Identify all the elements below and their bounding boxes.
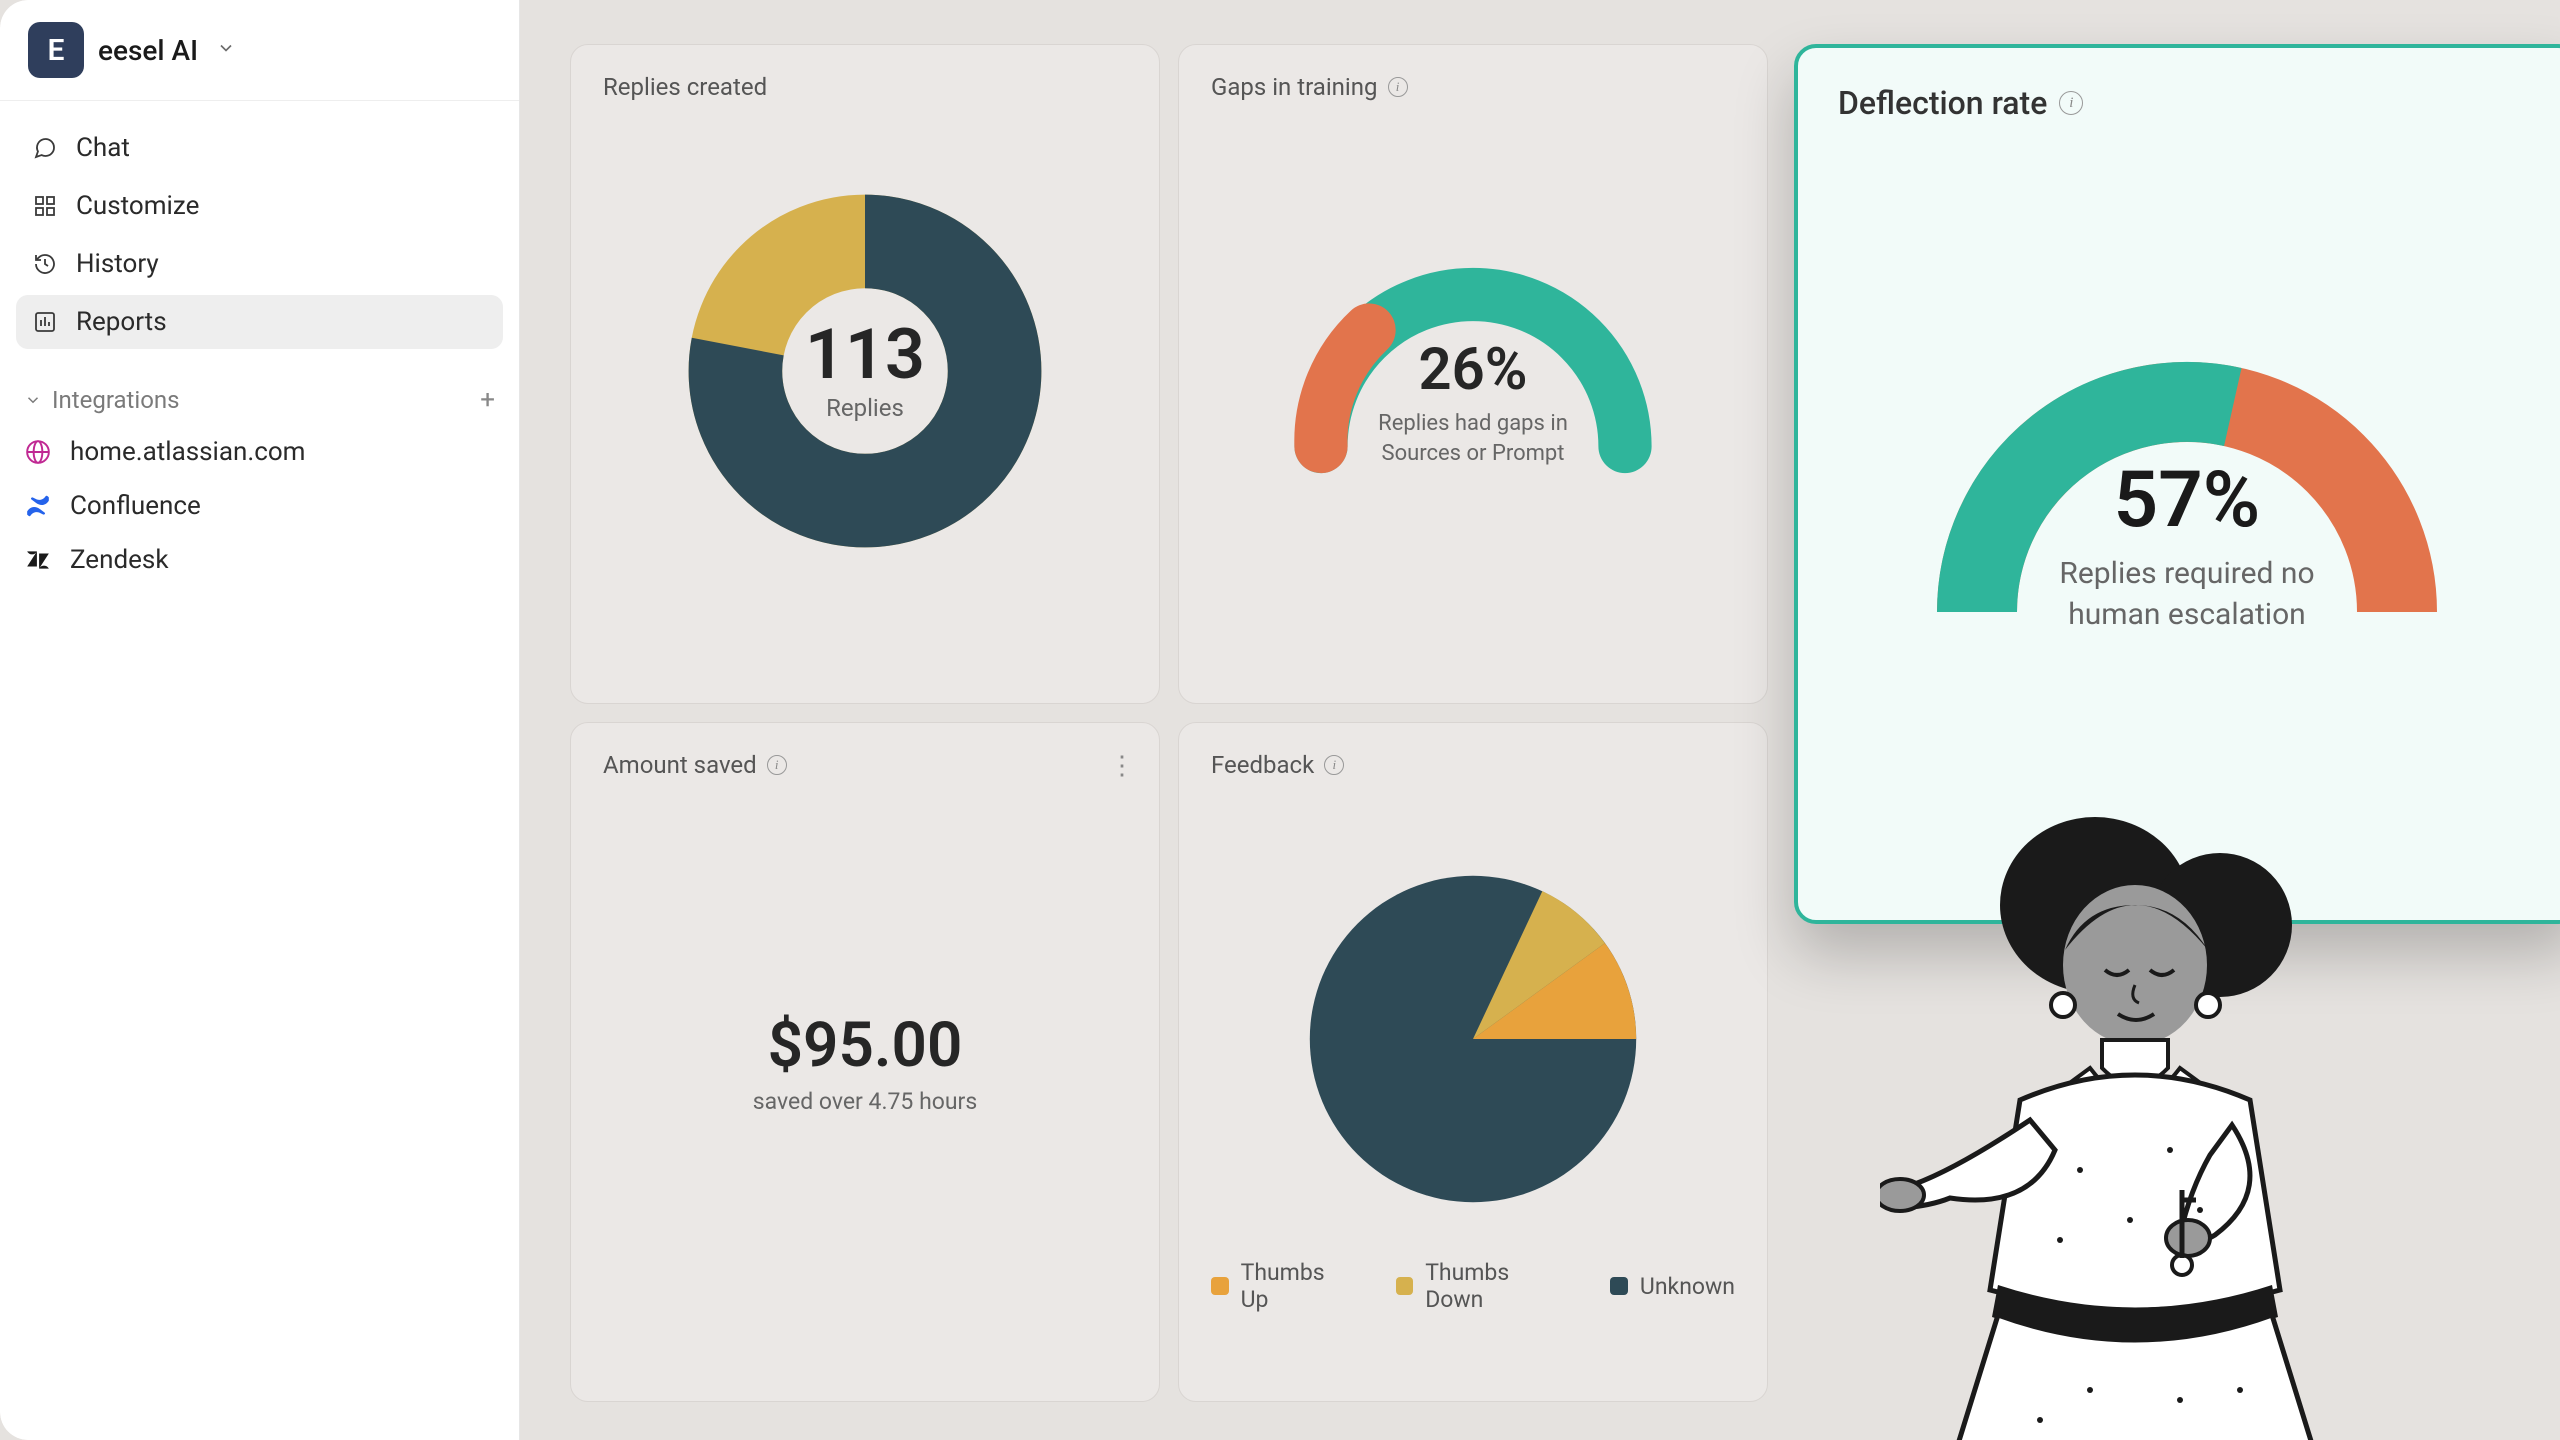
amount-sublabel: saved over 4.75 hours [753, 1088, 977, 1115]
amount-center: $95.00 saved over 4.75 hours [753, 1009, 977, 1115]
nav-history[interactable]: History [16, 237, 503, 291]
info-icon[interactable]: i [2059, 91, 2083, 115]
feedback-pie [1303, 869, 1643, 1209]
zendesk-icon [24, 546, 52, 574]
integration-label: Zendesk [70, 545, 169, 575]
card-gaps: Gaps in training i 26% Replies had gaps … [1178, 44, 1768, 704]
add-integration-icon[interactable]: + [480, 385, 495, 415]
sidebar-header[interactable]: E eesel AI [0, 0, 519, 101]
legend-unknown: Unknown [1610, 1259, 1735, 1313]
title-text: Feedback [1211, 751, 1314, 779]
replies-sublabel: Replies [805, 394, 925, 422]
gaps-value: 26% [1343, 341, 1603, 399]
reports-icon [32, 309, 58, 335]
sidebar: E eesel AI Chat Customize [0, 0, 520, 1440]
legend-thumbs-down: Thumbs Down [1396, 1259, 1570, 1313]
nav-label: Reports [76, 307, 167, 337]
integration-zendesk[interactable]: Zendesk [0, 533, 519, 587]
brand-badge: E [28, 22, 84, 78]
nav-label: History [76, 249, 159, 279]
card-title: Amount saved i [603, 751, 1127, 779]
legend-thumbs-up: Thumbs Up [1211, 1259, 1356, 1313]
nav-label: Chat [76, 133, 130, 163]
title-text: Deflection rate [1838, 84, 2047, 122]
card-amount: Amount saved i ⋮ $95.00 saved over 4.75 … [570, 722, 1160, 1402]
globe-icon [24, 438, 52, 466]
section-label: Integrations [52, 386, 180, 414]
app-frame: E eesel AI Chat Customize [0, 0, 2560, 1440]
card-feedback: Feedback i Thumbs [1178, 722, 1768, 1402]
history-icon [32, 251, 58, 277]
deflection-sublabel: Replies required no human escalation [2027, 554, 2347, 635]
nav-customize[interactable]: Customize [16, 179, 503, 233]
replies-donut: 113 Replies [685, 191, 1045, 551]
info-icon[interactable]: i [1388, 77, 1408, 97]
more-icon[interactable]: ⋮ [1109, 751, 1135, 781]
nav-chat[interactable]: Chat [16, 121, 503, 175]
chevron-down-icon [24, 391, 42, 409]
integration-label: Confluence [70, 491, 201, 521]
card-replies: Replies created 113 Replies [570, 44, 1160, 704]
replies-value: 113 [805, 320, 925, 390]
gaps-gauge: 26% Replies had gaps in Sources or Promp… [1283, 231, 1663, 491]
integration-confluence[interactable]: Confluence [0, 479, 519, 533]
info-icon[interactable]: i [767, 755, 787, 775]
brand-name: eesel AI [98, 34, 198, 67]
title-text: Amount saved [603, 751, 757, 779]
donut-center: 113 Replies [805, 320, 925, 422]
card-title: Deflection rate i [1838, 84, 2536, 122]
customize-icon [32, 193, 58, 219]
integrations-header[interactable]: Integrations + [0, 357, 519, 425]
integration-label: home.atlassian.com [70, 437, 305, 467]
deflection-gauge: 57% Replies required no human escalation [1927, 322, 2447, 662]
deflection-value: 57% [2027, 462, 2347, 540]
nav-label: Customize [76, 191, 199, 221]
integration-atlassian[interactable]: home.atlassian.com [0, 425, 519, 479]
title-text: Gaps in training [1211, 73, 1378, 101]
feedback-legend: Thumbs Up Thumbs Down Unknown [1211, 1259, 1735, 1313]
info-icon[interactable]: i [1324, 755, 1344, 775]
confluence-icon [24, 492, 52, 520]
chevron-down-icon[interactable] [216, 38, 236, 62]
card-deflection-highlight: Deflection rate i 57% Replies required n… [1794, 44, 2560, 924]
nav-list: Chat Customize History Reports [0, 101, 519, 357]
nav-reports[interactable]: Reports [16, 295, 503, 349]
card-title: Replies created [603, 73, 1127, 101]
card-title: Feedback i [1211, 751, 1735, 779]
title-text: Replies created [603, 73, 767, 101]
gaps-sublabel: Replies had gaps in Sources or Prompt [1343, 409, 1603, 468]
gauge-text: 26% Replies had gaps in Sources or Promp… [1343, 341, 1603, 468]
amount-value: $95.00 [753, 1009, 977, 1082]
chat-icon [32, 135, 58, 161]
card-title: Gaps in training i [1211, 73, 1735, 101]
main: Replies created 113 Replies [520, 0, 2560, 1440]
gauge-text: 57% Replies required no human escalation [2027, 462, 2347, 635]
